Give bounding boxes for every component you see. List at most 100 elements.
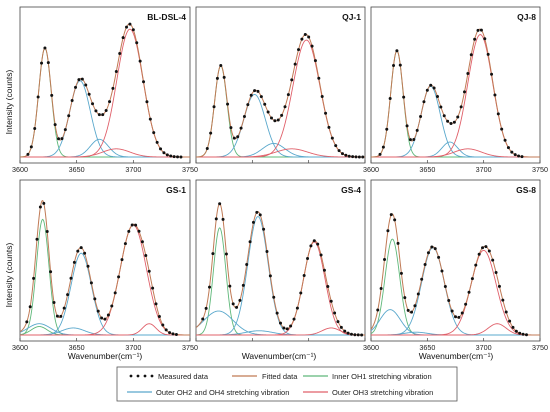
measured-point — [209, 131, 213, 135]
measured-point — [518, 331, 522, 335]
x-tick-label: 3650 — [69, 343, 85, 352]
measured-point — [165, 153, 169, 157]
measured-point — [97, 113, 101, 117]
measured-point — [236, 135, 240, 139]
panel-frame-3 — [370, 6, 541, 164]
measured-point — [145, 100, 149, 104]
measured-point — [245, 263, 249, 267]
measured-point — [416, 292, 420, 296]
measured-point — [93, 297, 97, 301]
measured-point — [228, 284, 232, 288]
measured-point — [316, 242, 320, 246]
measured-point — [354, 155, 358, 159]
measured-point — [285, 327, 289, 331]
x-tick-label: 3750 — [532, 343, 548, 352]
measured-point — [521, 332, 525, 336]
measured-point — [460, 311, 464, 315]
measured-point — [38, 205, 42, 209]
measured-point — [215, 76, 219, 80]
x-tick-label: 3750 — [532, 165, 548, 174]
plot-area — [371, 213, 540, 337]
panels: 3600 3650 3700 3750 BL-DSL-4 QJ-1 3600 3650 3700… — [12, 6, 548, 352]
plot-area — [20, 200, 190, 337]
measured-point — [295, 306, 299, 310]
component-curve-outer_oh3 — [371, 323, 540, 336]
measured-point — [386, 229, 390, 233]
measured-point — [161, 323, 165, 327]
measured-point — [452, 120, 456, 124]
measured-point — [324, 111, 328, 115]
measured-point — [221, 217, 225, 221]
measured-point — [134, 223, 138, 227]
measured-point — [514, 329, 518, 333]
legend-label-fitted: Fitted data — [262, 372, 298, 381]
measured-point — [172, 155, 176, 159]
measured-point — [300, 37, 304, 41]
measured-point — [466, 71, 470, 75]
measured-point — [464, 302, 468, 306]
measured-point — [290, 78, 294, 82]
measured-point — [46, 61, 50, 65]
measured-point — [138, 59, 142, 63]
panel-frame-4 — [19, 179, 191, 342]
measured-point — [157, 314, 161, 318]
measured-point — [103, 317, 107, 321]
measured-point — [303, 33, 307, 37]
measured-point — [282, 326, 286, 330]
component-curve-outer_oh3 — [196, 148, 365, 158]
measured-point — [356, 333, 360, 337]
panel-4: 3600 3650 3700 3750 GS-1 — [12, 179, 198, 352]
measured-point — [405, 124, 409, 128]
measured-point — [439, 105, 443, 109]
measured-point — [155, 140, 159, 144]
measured-point — [140, 240, 144, 244]
measured-point — [378, 152, 382, 156]
legend-dot-2 — [136, 374, 140, 378]
legend-item-inner-oh1: Inner OH1 stretching vibration — [303, 372, 432, 381]
measured-point — [32, 276, 36, 280]
measured-point — [433, 247, 437, 251]
measured-point — [388, 96, 392, 100]
measured-point — [443, 284, 447, 288]
plot-area — [371, 28, 540, 159]
measured-point — [494, 271, 498, 274]
measured-point — [393, 218, 397, 222]
panel-2: QJ-1 — [195, 6, 366, 164]
measured-point — [334, 144, 338, 148]
measured-point — [398, 63, 402, 67]
measured-point — [74, 85, 78, 89]
measured-point — [353, 333, 357, 337]
measured-point — [473, 37, 477, 41]
measured-point — [70, 98, 74, 102]
measured-point — [164, 328, 168, 332]
measured-point — [297, 48, 301, 52]
measured-point — [419, 115, 423, 119]
measured-point — [174, 333, 178, 337]
measured-point — [154, 302, 158, 306]
measured-point — [25, 320, 29, 324]
measured-point — [467, 290, 471, 294]
measured-point — [258, 213, 262, 217]
measured-point — [272, 295, 276, 299]
measured-point — [483, 37, 487, 41]
x-tick-label: 3700 — [476, 343, 492, 352]
measured-point — [218, 202, 222, 206]
measured-point — [309, 244, 313, 248]
measured-point — [476, 28, 480, 32]
measured-point — [53, 123, 57, 127]
panel-title-5: GS-4 — [341, 185, 361, 195]
measured-point — [137, 229, 141, 233]
measured-point — [36, 95, 40, 99]
measured-point — [106, 313, 110, 317]
measured-point — [403, 296, 407, 300]
measured-point — [456, 115, 460, 119]
measured-point — [275, 311, 279, 315]
measured-point — [422, 100, 426, 104]
measured-point — [279, 321, 282, 325]
measured-point — [262, 227, 266, 231]
measured-point — [322, 268, 326, 272]
measured-point — [121, 36, 125, 40]
measured-point — [450, 309, 454, 313]
y-axis-label-top: Intensity (counts) — [4, 69, 14, 134]
